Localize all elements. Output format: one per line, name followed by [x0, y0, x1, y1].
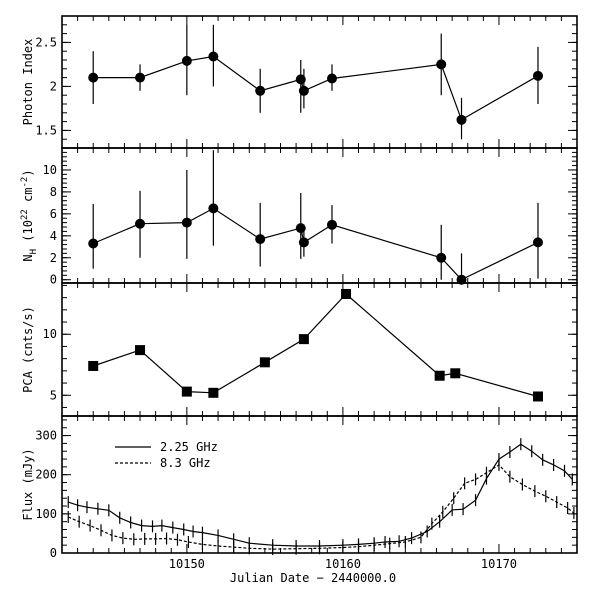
data-point [88, 238, 99, 249]
y-tick-label: 10 [43, 163, 57, 177]
y-axis-label: NH (1022 cm-2) [20, 169, 39, 261]
data-point [450, 368, 461, 379]
y-tick-label: 1.5 [35, 123, 57, 137]
y-tick-label: 2.5 [35, 35, 57, 49]
data-point [135, 72, 146, 83]
y-tick-label: 5 [50, 388, 57, 402]
series-line [92, 207, 539, 281]
data-point [456, 114, 467, 125]
x-axis-label: Julian Date − 2440000.0 [230, 571, 396, 585]
series-8-3-ghz [67, 464, 575, 550]
data-point [532, 70, 543, 81]
data-point [326, 219, 337, 230]
data-point [341, 288, 352, 299]
data-point [436, 252, 447, 263]
data-point [298, 334, 309, 345]
y-tick-label: 2 [50, 251, 57, 265]
y-tick-label: 0 [50, 273, 57, 287]
panel-frame [61, 415, 578, 554]
data-point [255, 234, 266, 245]
data-point [434, 370, 445, 381]
data-point [208, 203, 219, 214]
y-tick-label: 4 [50, 229, 57, 243]
data-point [436, 59, 447, 70]
y-axis-label: Flux (mJy) [21, 448, 35, 520]
y-tick-label: 200 [35, 468, 57, 482]
panel-pca: 5 10 PCA (cnts/s) [21, 282, 578, 417]
y-axis-label: PCA (cnts/s) [21, 306, 35, 393]
series-2-25-ghz [68, 443, 573, 547]
y-tick-label: 2 [50, 79, 57, 93]
data-point [326, 73, 337, 84]
data-point [532, 237, 543, 248]
data-point [135, 345, 146, 356]
series-line [93, 55, 539, 121]
data-point [88, 72, 99, 83]
data-point [208, 387, 219, 398]
y-tick-label: 100 [35, 507, 57, 521]
data-point [295, 223, 306, 234]
y-axis-label: Photon Index [21, 39, 35, 126]
panel-frame [61, 147, 578, 284]
panel-nh: 0 2 4 6 8 10 NH (1022 cm-2) [20, 147, 578, 287]
y-tick-label: 8 [50, 185, 57, 199]
data-point [88, 360, 99, 371]
data-point [135, 218, 146, 229]
data-point [255, 85, 266, 96]
y-tick-label: 0 [50, 546, 57, 560]
data-point [181, 386, 192, 397]
data-point [295, 74, 306, 85]
data-point [298, 237, 309, 248]
legend-label: 8.3 GHz [160, 456, 211, 470]
y-tick-label: 6 [50, 207, 57, 221]
y-tick-label: 10 [43, 327, 57, 341]
data-point [181, 55, 192, 66]
x-tick-label: 10160 [325, 557, 361, 571]
data-point [208, 51, 219, 62]
x-tick-label: 10150 [169, 557, 205, 571]
data-point [532, 391, 543, 402]
legend-label: 2.25 GHz [160, 440, 218, 454]
x-tick-label: 10170 [481, 557, 517, 571]
series-line [93, 293, 539, 398]
y-tick-label: 300 [35, 429, 57, 443]
data-point [181, 217, 192, 228]
data-point [259, 357, 270, 368]
data-point [298, 85, 309, 96]
